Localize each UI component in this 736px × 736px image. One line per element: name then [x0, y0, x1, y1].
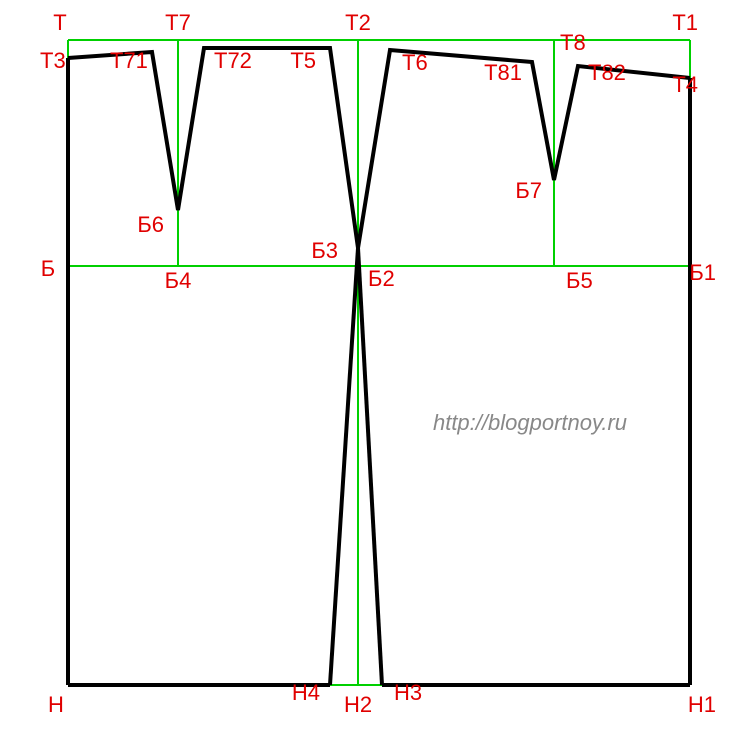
- point-label-B7: Б7: [515, 178, 542, 203]
- point-label-T7: Т7: [165, 10, 191, 35]
- outline-lines: [68, 48, 690, 685]
- point-label-B: Б: [41, 256, 55, 281]
- point-label-T3: Т3: [40, 48, 66, 73]
- point-label-T6: Т6: [402, 50, 428, 75]
- point-label-H2: Н2: [344, 692, 372, 717]
- construction-lines: [68, 40, 690, 685]
- point-label-T81: Т81: [484, 60, 522, 85]
- point-label-B4: Б4: [165, 268, 192, 293]
- point-label-T82: Т82: [588, 60, 626, 85]
- point-label-T1: Т1: [672, 10, 698, 35]
- point-label-B3: Б3: [311, 238, 338, 263]
- watermark: http://blogportnoy.ru: [433, 410, 627, 435]
- point-label-T2: Т2: [345, 10, 371, 35]
- point-label-T4: Т4: [672, 72, 698, 97]
- point-label-T72: Т72: [214, 48, 252, 73]
- point-label-B1: Б1: [689, 260, 716, 285]
- point-label-H1: Н1: [688, 692, 716, 717]
- point-label-H: Н: [48, 692, 64, 717]
- point-label-T71: Т71: [110, 48, 148, 73]
- point-label-H4: Н4: [292, 680, 320, 705]
- point-label-H3: Н3: [394, 680, 422, 705]
- point-label-T5: Т5: [290, 48, 316, 73]
- point-label-B5: Б5: [566, 268, 593, 293]
- point-label-T8: Т8: [560, 30, 586, 55]
- pattern-diagram: Т Т1 Т2 Т3 Т4 Т5 Т6 Т7 Т71 Т72 Т8 Т81 Т82 Б Б1 Б2 Б3 Б4 Б5…: [0, 0, 736, 736]
- point-label-B2: Б2: [368, 266, 395, 291]
- point-label-B6: Б6: [137, 212, 164, 237]
- point-label-T: Т: [53, 10, 66, 35]
